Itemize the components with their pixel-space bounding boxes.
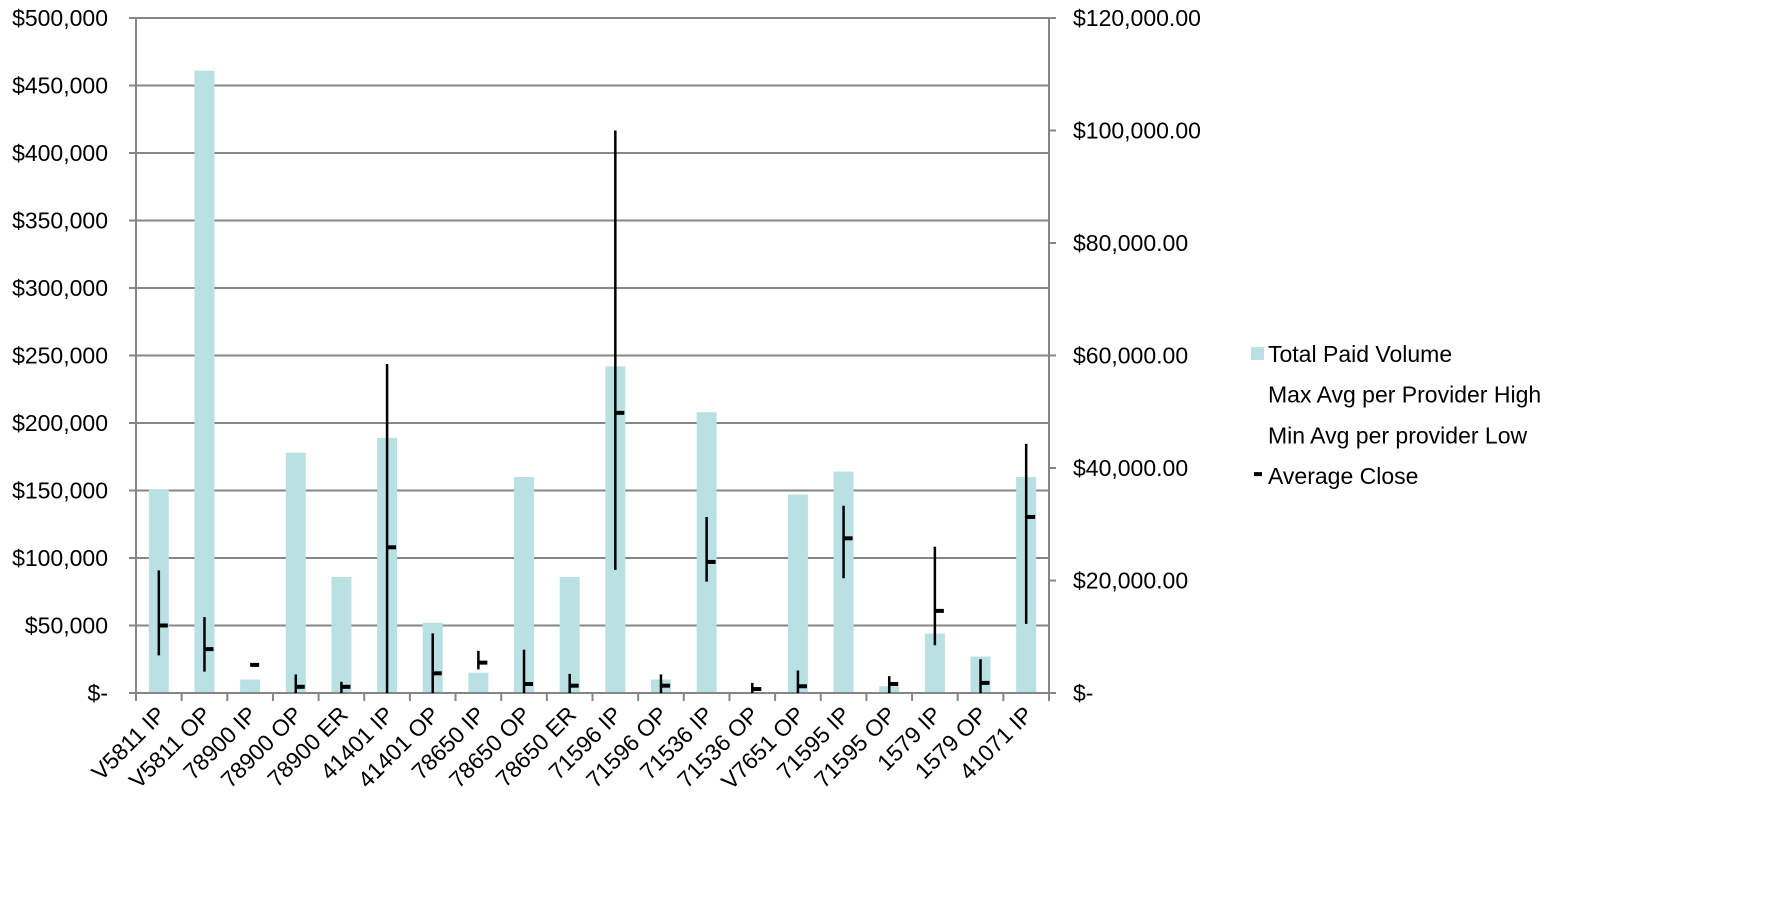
left-tick-label: $150,000 — [12, 478, 108, 504]
axes — [129, 17, 1056, 701]
bar — [240, 679, 261, 693]
right-tick-label: $40,000.00 — [1073, 455, 1188, 481]
left-tick-label: $500,000 — [12, 5, 108, 31]
bar — [559, 576, 580, 693]
gridlines — [136, 17, 1049, 627]
right-tick-label: $100,000.00 — [1073, 118, 1201, 144]
legend-label: Average Close — [1268, 463, 1418, 489]
right-axis-tick-labels: $- $20,000.00 $40,000.00 $60,000.00 $80,000.… — [1073, 5, 1201, 706]
left-tick-label: $300,000 — [12, 275, 108, 301]
legend-label: Total Paid Volume — [1268, 341, 1452, 367]
right-tick-label: $120,000.00 — [1073, 5, 1201, 31]
left-tick-label: $200,000 — [12, 410, 108, 436]
right-tick-label: $60,000.00 — [1073, 343, 1188, 369]
right-tick-label: $80,000.00 — [1073, 230, 1188, 256]
left-axis-tick-labels: $- $50,000 $100,000 $150,000 $200,000 $250,00… — [12, 5, 108, 706]
legend-label: Max Avg per Provider High — [1268, 382, 1541, 408]
left-tick-label: $350,000 — [12, 208, 108, 234]
left-tick-label: $250,000 — [12, 343, 108, 369]
legend-swatch-bar — [1251, 347, 1264, 360]
left-tick-label: $450,000 — [12, 73, 108, 99]
bar — [331, 576, 352, 693]
left-tick-label: $400,000 — [12, 140, 108, 166]
bar-series — [148, 70, 1037, 693]
right-tick-label: $- — [1073, 680, 1093, 706]
legend-label: Min Avg per provider Low — [1268, 422, 1527, 448]
bar — [514, 477, 535, 693]
right-tick-label: $20,000.00 — [1073, 568, 1188, 594]
bar — [285, 452, 306, 693]
bar — [468, 672, 489, 693]
bar — [194, 70, 215, 693]
bar — [787, 494, 808, 693]
high-low-series — [157, 130, 1036, 693]
bar — [924, 633, 945, 693]
left-tick-label: $- — [88, 680, 108, 706]
legend: Total Paid Volume Max Avg per Provider Hi… — [1251, 341, 1541, 489]
left-tick-label: $50,000 — [25, 613, 108, 639]
bar — [833, 471, 854, 693]
left-tick-label: $100,000 — [12, 545, 108, 571]
